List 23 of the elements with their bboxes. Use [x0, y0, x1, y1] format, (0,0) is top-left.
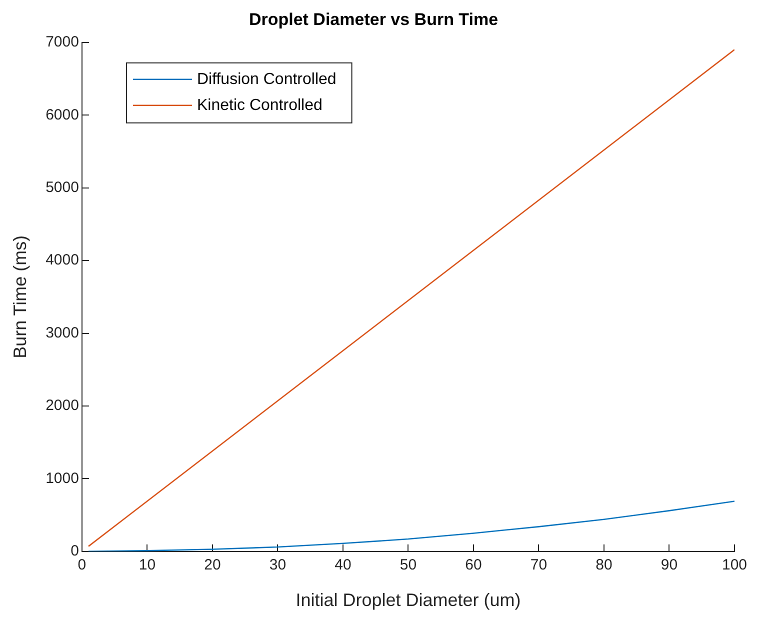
x-tick-label: 90: [660, 556, 678, 574]
y-tick-label: 5000: [46, 178, 79, 196]
x-tick-label: 70: [530, 556, 548, 574]
x-tick-label: 100: [722, 556, 747, 574]
y-tick-label: 2000: [46, 397, 79, 414]
legend-label: Kinetic Controlled: [196, 96, 322, 114]
x-tick-label: 50: [400, 556, 417, 574]
y-tick-label: 7000: [46, 34, 79, 51]
y-tick-label: 0: [70, 542, 79, 560]
legend-label: Diffusion Controlled: [196, 70, 336, 88]
y-tick-label: 4000: [46, 252, 79, 269]
y-axis-title: Burn Time (ms): [10, 235, 30, 358]
x-axis-title: Initial Droplet Diameter (um): [296, 590, 521, 610]
y-tick-label: 3000: [46, 324, 79, 342]
x-tick-label: 30: [269, 556, 286, 574]
chart-title: Droplet Diameter vs Burn Time: [248, 10, 498, 29]
y-tick-label: 1000: [46, 470, 79, 487]
x-tick-label: 80: [596, 556, 612, 574]
x-tick-label: 60: [465, 556, 482, 574]
x-tick-label: 40: [334, 556, 352, 574]
y-tick-label: 6000: [46, 106, 79, 124]
x-tick-label: 10: [138, 556, 156, 574]
x-tick-label: 20: [204, 556, 221, 574]
